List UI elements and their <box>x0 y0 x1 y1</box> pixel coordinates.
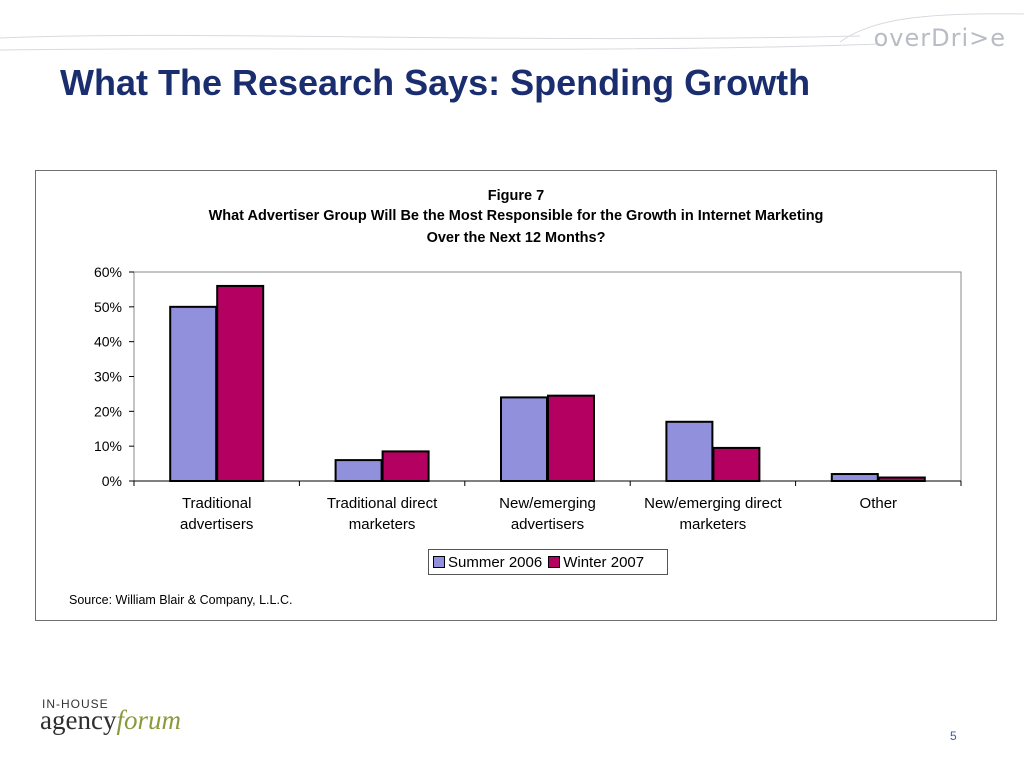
footer-logo-small: IN-HOUSE <box>42 697 109 711</box>
header-decoration <box>0 13 1024 51</box>
x-tick-label: marketers <box>680 516 747 533</box>
source-note: Source: William Blair & Company, L.L.C. <box>69 593 293 607</box>
x-tick-label: advertisers <box>180 516 253 533</box>
footer-logo: agencyforum <box>40 705 181 736</box>
header-rule-line <box>0 43 881 51</box>
footer-logo-main-text: agency <box>40 705 117 735</box>
header-rule-line <box>0 34 861 40</box>
x-tick-label: marketers <box>349 516 416 533</box>
y-tick-label: 20% <box>94 403 122 419</box>
y-tick-label: 50% <box>94 299 122 315</box>
legend-label-summer: Summer 2006 <box>448 553 543 571</box>
x-tick-label: Other <box>860 495 898 512</box>
y-tick-label: 60% <box>94 264 122 280</box>
x-tick-label: Traditional <box>182 495 251 512</box>
bar-winter <box>712 446 761 482</box>
page-number: 5 <box>950 729 957 743</box>
bar-winter <box>381 450 430 482</box>
x-tick-label: Traditional direct <box>327 495 438 512</box>
legend-item-winter: Winter 2007 <box>548 554 644 571</box>
chart-subtitle-line-1: What Advertiser Group Will Be the Most R… <box>208 208 824 224</box>
y-tick-label: 40% <box>94 334 122 350</box>
bar-summer <box>830 473 879 482</box>
bar-summer <box>500 396 548 482</box>
bar-winter <box>216 284 265 482</box>
chart-subtitle-line-2: Over the Next 12 Months? <box>426 230 606 246</box>
y-tick-label: 0% <box>102 473 122 489</box>
y-tick-label: 30% <box>94 369 122 385</box>
x-tick-label: New/emerging direct <box>644 495 782 512</box>
bar-summer <box>334 459 383 483</box>
legend-label-winter: Winter 2007 <box>563 553 645 571</box>
x-tick-label: advertisers <box>511 516 584 533</box>
bar-summer <box>169 305 218 483</box>
header-swoosh <box>839 13 1024 43</box>
chart-title: Figure 7 <box>487 188 545 204</box>
footer-logo-accent-text: forum <box>116 705 181 735</box>
y-tick-label: 10% <box>94 438 122 454</box>
legend-swatch-summer <box>433 556 445 568</box>
legend-swatch-winter <box>548 556 561 568</box>
bar-winter <box>877 476 926 482</box>
chart-legend: Summer 2006 Winter 2007 <box>428 549 668 575</box>
brand-logo: overDri>e <box>873 24 1006 52</box>
legend-item-summer: Summer 2006 <box>433 554 542 571</box>
page-title: What The Research Says: Spending Growth <box>60 62 811 103</box>
bar-summer <box>665 420 714 482</box>
x-tick-label: New/emerging <box>499 495 596 512</box>
bar-winter <box>547 394 595 482</box>
